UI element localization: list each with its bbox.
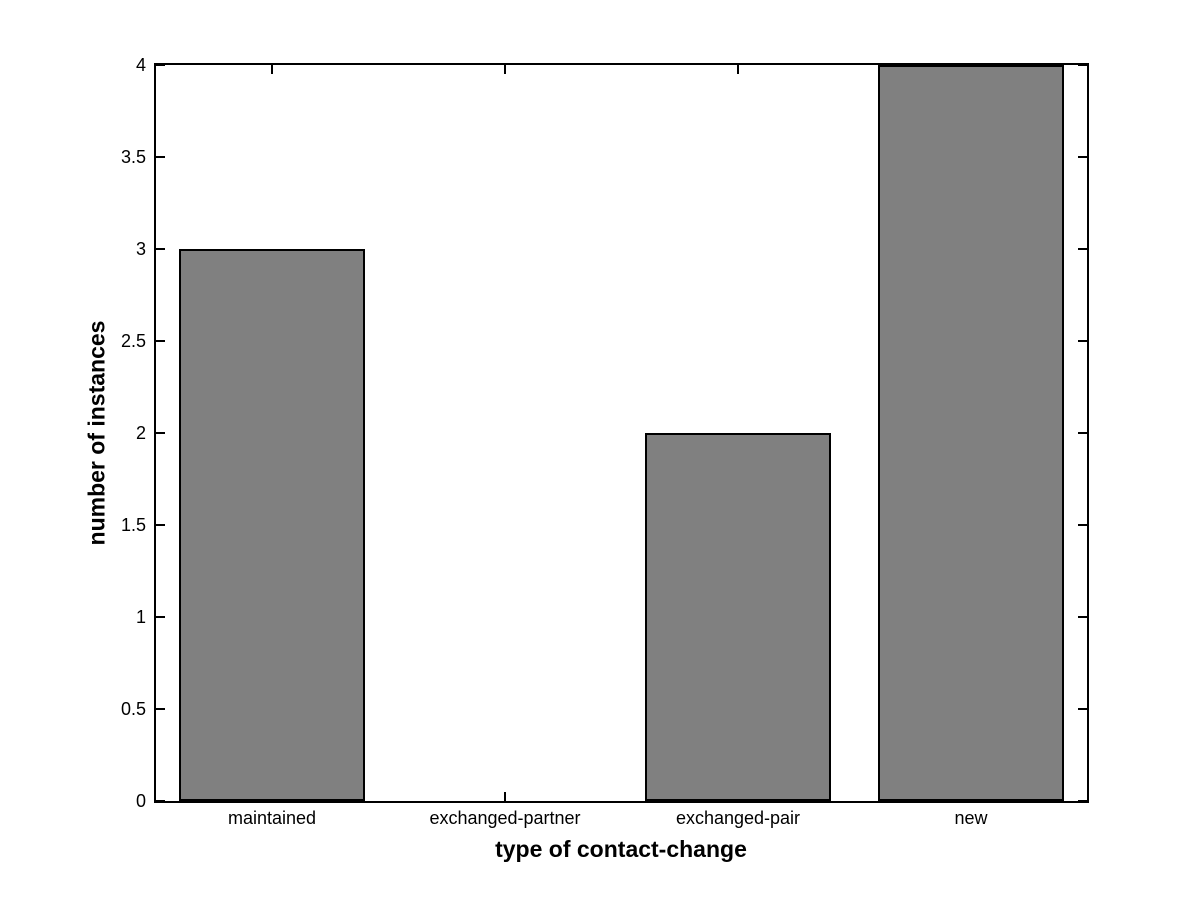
y-axis-tick <box>1078 156 1087 158</box>
y-tick-label: 3 <box>135 239 146 259</box>
y-axis-tick <box>1078 432 1087 434</box>
y-axis-tick <box>156 340 165 342</box>
x-tick-label: exchanged-partner <box>429 808 581 828</box>
y-axis-tick <box>1078 340 1087 342</box>
x-tick-label: exchanged-pair <box>675 808 801 828</box>
y-axis-tick <box>1078 708 1087 710</box>
x-axis-tick <box>271 65 273 74</box>
y-tick-label: 1.5 <box>120 515 146 535</box>
x-axis-tick <box>504 792 506 801</box>
bar-maintained <box>179 249 365 801</box>
y-tick-label: 4 <box>135 55 146 75</box>
y-axis-tick <box>1078 616 1087 618</box>
y-tick-label: 0 <box>135 791 146 811</box>
y-axis-tick <box>156 156 165 158</box>
y-tick-label: 3.5 <box>120 147 146 167</box>
x-tick-label: new <box>954 808 988 828</box>
x-axis-tick <box>504 65 506 74</box>
y-axis-tick <box>1078 524 1087 526</box>
y-axis-tick <box>156 64 165 66</box>
y-tick-label: 1 <box>135 607 146 627</box>
bar-exchanged-pair <box>645 433 831 801</box>
y-axis-tick <box>156 432 165 434</box>
x-axis-tick <box>737 65 739 74</box>
y-axis-tick <box>156 524 165 526</box>
y-tick-label: 2 <box>135 423 146 443</box>
y-axis-tick <box>156 800 165 802</box>
bar-new <box>878 65 1064 801</box>
y-axis-tick <box>1078 248 1087 250</box>
y-tick-label: 2.5 <box>120 331 146 351</box>
x-tick-label: maintained <box>227 808 317 828</box>
y-axis-tick <box>156 248 165 250</box>
y-axis-tick <box>1078 800 1087 802</box>
y-axis-tick <box>156 708 165 710</box>
plot-area <box>154 63 1089 803</box>
y-axis-tick <box>156 616 165 618</box>
y-tick-label: 0.5 <box>120 699 146 719</box>
y-axis-tick <box>1078 64 1087 66</box>
x-axis-label: type of contact-change <box>495 836 747 862</box>
